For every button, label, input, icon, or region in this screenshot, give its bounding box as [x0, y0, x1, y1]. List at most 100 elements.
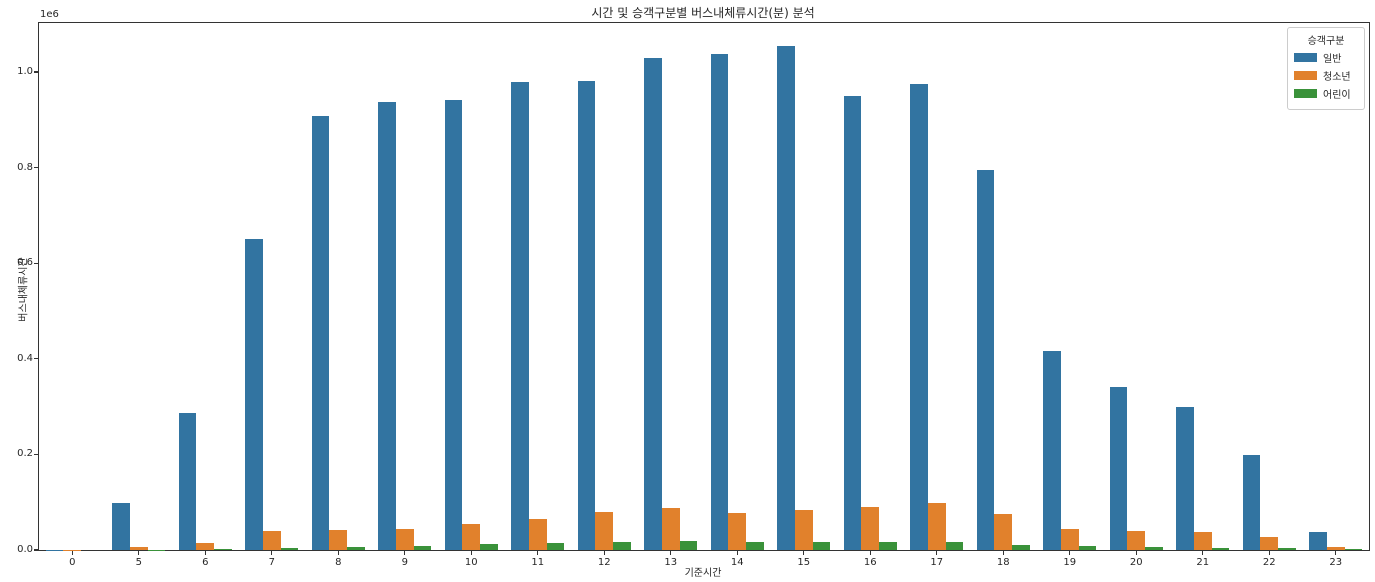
bar-general-h7 [245, 239, 263, 550]
y-axis-offset-label: 1e6 [40, 9, 59, 20]
x-tick-label: 7 [268, 557, 275, 568]
bar-general-h23 [1309, 531, 1327, 550]
bar-youth-h22 [1260, 537, 1279, 550]
bar-general-h17 [910, 83, 928, 550]
x-tick-mark [1335, 551, 1337, 555]
bar-general-h9 [378, 102, 396, 550]
bar-child-h12 [613, 541, 631, 550]
bar-youth-h9 [395, 528, 414, 550]
legend-title: 승객구분 [1307, 36, 1345, 47]
bar-youth-h10 [462, 524, 481, 550]
x-tick-label: 21 [1196, 557, 1210, 568]
bar-child-h19 [1078, 546, 1097, 550]
bar-youth-h21 [1193, 531, 1212, 550]
y-tick-mark [34, 453, 38, 455]
x-tick-label: 17 [930, 557, 944, 568]
bar-child-h18 [1012, 545, 1030, 550]
bar-general-h14 [710, 53, 729, 550]
legend-label-youth: 청소년 [1323, 72, 1351, 83]
bar-child-h20 [1145, 547, 1163, 550]
bar-youth-h20 [1127, 530, 1146, 550]
bar-general-h15 [777, 46, 795, 550]
x-tick-label: 5 [135, 557, 142, 568]
x-tick-mark [736, 551, 738, 555]
bar-general-h6 [178, 412, 197, 550]
bar-general-h12 [577, 81, 596, 550]
bar-youth-h14 [728, 513, 747, 550]
x-tick-label: 11 [531, 557, 545, 568]
x-tick-mark [936, 551, 938, 555]
bar-child-h13 [679, 540, 698, 550]
x-tick-label: 14 [730, 557, 744, 568]
x-tick-label: 9 [401, 557, 408, 568]
y-tick-mark [34, 166, 38, 169]
x-tick-mark [404, 551, 406, 555]
bar-general-h21 [1176, 407, 1194, 550]
bar-youth-h23 [1326, 547, 1345, 550]
legend-swatch-general [1294, 53, 1317, 62]
bar-child-h21 [1211, 547, 1230, 550]
bar-youth-h5 [129, 547, 148, 550]
bar-child-h22 [1278, 548, 1296, 550]
bar-youth-h12 [595, 512, 614, 550]
y-tick-mark [34, 262, 38, 264]
bar-general-h5 [112, 503, 130, 550]
x-tick-label: 6 [202, 557, 209, 568]
bar-child-h8 [347, 547, 365, 550]
y-tick-mark [34, 358, 38, 360]
bar-general-h11 [511, 82, 529, 550]
x-tick-mark [1069, 551, 1071, 555]
x-tick-mark [271, 551, 273, 555]
x-tick-label: 19 [1063, 557, 1077, 568]
x-tick-label: 12 [597, 557, 611, 568]
bar-youth-h19 [1060, 528, 1079, 550]
x-tick-mark [71, 551, 73, 555]
bar-child-h15 [812, 542, 831, 550]
x-tick-mark [603, 551, 605, 555]
bar-youth-h7 [262, 530, 281, 550]
bar-child-h14 [746, 541, 764, 550]
legend-label-general: 일반 [1323, 54, 1342, 65]
bar-general-h10 [444, 100, 463, 550]
x-tick-mark [1135, 551, 1137, 555]
x-tick-label: 0 [69, 557, 76, 568]
bar-youth-h6 [196, 542, 215, 550]
bar-general-h13 [644, 58, 662, 550]
x-axis-label: 기준시간 [684, 568, 722, 579]
bar-youth-h16 [861, 506, 880, 550]
x-tick-mark [1268, 551, 1270, 555]
x-tick-mark [470, 551, 472, 555]
bar-child-h16 [879, 541, 897, 550]
bar-child-h11 [546, 542, 565, 550]
bar-child-h10 [480, 543, 498, 550]
legend-swatch-youth [1294, 71, 1317, 80]
plot-area: 0.0 0.2 0.4 0.6 0.8 1.0 0 5 6 7 8 9 10 11 12 13 14 15 16 1… [17, 22, 1370, 568]
x-tick-mark [138, 551, 140, 555]
x-tick-mark [537, 551, 539, 555]
bar-child-h7 [280, 548, 299, 550]
y-tick-mark [34, 549, 38, 551]
y-tick-label: 0.0 [17, 544, 33, 555]
x-tick-mark [803, 551, 805, 555]
x-tick-label: 8 [335, 557, 342, 568]
bar-general-h19 [1043, 351, 1061, 550]
y-tick-label: 0.2 [17, 448, 33, 460]
bar-general-h18 [976, 170, 995, 550]
x-tick-mark [1002, 551, 1004, 555]
y-axis-label: 버스내체류시간 [18, 257, 30, 322]
x-tick-mark [204, 551, 206, 555]
bar-general-h22 [1242, 454, 1261, 550]
x-tick-label: 18 [996, 557, 1010, 568]
chart-title: 시간 및 승객구분별 버스내체류시간(분) 분석 [591, 6, 815, 20]
bar-youth-h17 [927, 503, 946, 550]
x-tick-label: 23 [1329, 557, 1343, 568]
legend-item-child: 어린이 [1294, 86, 1358, 101]
legend-item-youth: 청소년 [1294, 68, 1358, 83]
bar-child-h6 [214, 548, 232, 550]
x-tick-label: 13 [664, 557, 678, 568]
bar-child-h17 [945, 542, 964, 550]
bar-youth-h15 [794, 509, 813, 550]
bar-child-h9 [413, 546, 432, 550]
bar-youth-h11 [528, 518, 547, 550]
